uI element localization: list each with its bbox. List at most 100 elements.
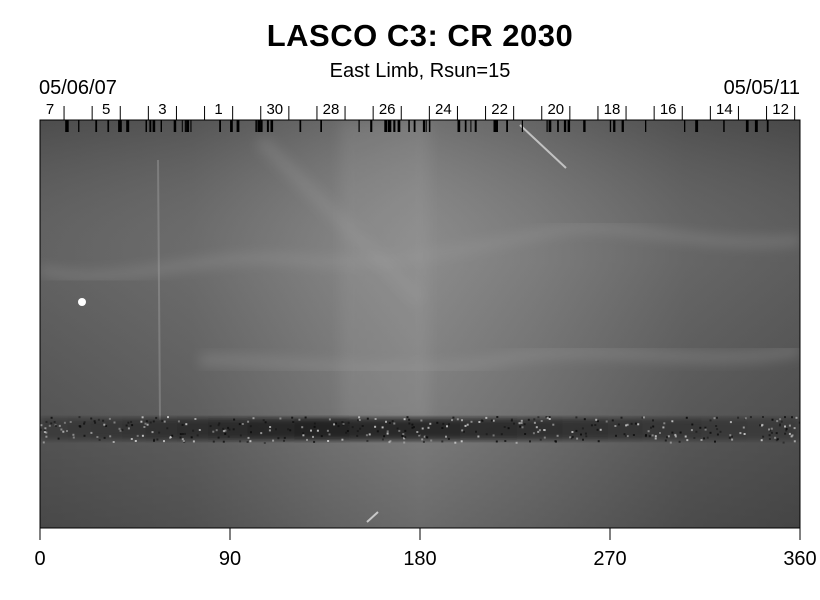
noise-speck: [320, 435, 323, 438]
noise-speck: [45, 435, 48, 438]
noise-speck: [386, 432, 389, 435]
noise-speck: [376, 430, 379, 433]
noise-speck: [333, 423, 336, 426]
noise-speck: [141, 416, 144, 419]
noise-speck: [716, 433, 719, 436]
observation-mark: [506, 120, 508, 132]
noise-speck: [105, 425, 108, 427]
noise-speck: [368, 433, 371, 436]
noise-speck: [664, 439, 667, 442]
noise-speck: [518, 422, 521, 425]
noise-speck: [776, 420, 779, 423]
noise-speck: [537, 416, 540, 419]
noise-speck: [403, 418, 406, 421]
noise-speck: [359, 427, 362, 430]
day-label: 5: [102, 101, 111, 118]
noise-speck: [102, 419, 105, 422]
noise-speck: [768, 438, 771, 440]
noise-speck: [641, 416, 644, 419]
noise-speck: [666, 436, 668, 439]
noise-speck: [190, 436, 193, 439]
noise-speck: [729, 421, 732, 424]
noise-speck: [575, 416, 578, 419]
bright-spot: [78, 298, 86, 306]
plot-title: LASCO C3: CR 2030: [266, 18, 574, 53]
observation-mark: [408, 120, 410, 132]
noise-speck: [644, 435, 647, 438]
start-date-label: 05/06/07: [39, 77, 117, 99]
noise-speck: [700, 439, 703, 441]
noise-speck: [97, 418, 100, 421]
noise-speck: [762, 435, 765, 438]
noise-speck: [83, 421, 86, 424]
day-label: 7: [45, 101, 55, 118]
coronal-image: [40, 120, 800, 528]
noise-speck: [570, 437, 573, 440]
noise-speck: [50, 416, 53, 419]
noise-speck: [729, 434, 732, 437]
noise-speck: [155, 416, 158, 419]
observation-mark: [299, 120, 302, 132]
noise-speck: [762, 416, 764, 418]
observation-mark: [358, 120, 360, 132]
noise-speck: [385, 420, 387, 423]
noise-speck: [620, 416, 623, 419]
observation-mark: [397, 120, 401, 132]
noise-speck: [495, 440, 498, 443]
noise-speck: [492, 434, 495, 437]
noise-speck: [422, 440, 425, 443]
noise-speck: [283, 436, 286, 439]
noise-speck: [430, 439, 433, 442]
noise-speck: [313, 425, 316, 428]
noise-speck: [447, 437, 450, 440]
noise-speck: [475, 430, 477, 433]
noise-speck: [426, 436, 429, 439]
noise-speck: [460, 440, 463, 443]
observation-mark: [695, 120, 699, 132]
observation-mark: [393, 120, 396, 132]
observation-mark: [230, 120, 232, 132]
noise-speck: [576, 437, 579, 440]
noise-speck: [785, 429, 788, 432]
noise-speck: [648, 435, 651, 438]
noise-speck: [510, 418, 513, 421]
noise-speck: [543, 436, 546, 439]
noise-speck: [548, 418, 551, 420]
noise-speck: [103, 423, 106, 426]
noise-speck: [441, 427, 444, 429]
noise-speck: [283, 439, 285, 442]
noise-speck: [595, 418, 598, 421]
noise-speck: [424, 435, 427, 438]
noise-speck: [760, 439, 763, 442]
noise-speck: [401, 434, 404, 437]
noise-speck: [218, 422, 221, 425]
noise-speck: [313, 422, 316, 425]
noise-speck: [408, 418, 411, 421]
noise-speck: [78, 416, 81, 419]
noise-speck: [93, 420, 96, 423]
noise-speck: [599, 428, 602, 431]
noise-speck: [222, 430, 225, 433]
noise-speck: [798, 421, 800, 424]
noise-speck: [366, 439, 369, 442]
vertical-streak: [157, 159, 161, 421]
noise-speck: [520, 422, 523, 424]
noise-speck: [632, 434, 635, 436]
noise-speck: [152, 420, 155, 423]
noise-speck: [272, 439, 275, 442]
noise-speck: [770, 431, 773, 434]
noise-speck: [768, 434, 771, 437]
noise-speck: [246, 441, 249, 443]
observation-mark: [149, 120, 152, 132]
noise-speck: [326, 429, 329, 432]
noise-speck: [441, 440, 444, 443]
noise-speck: [90, 417, 93, 420]
noise-speck: [224, 432, 227, 435]
noise-speck: [743, 433, 746, 435]
observation-mark: [464, 120, 467, 132]
noise-speck: [227, 426, 230, 429]
observation-mark: [236, 120, 240, 132]
noise-speck: [163, 420, 166, 423]
noise-speck: [614, 425, 617, 427]
